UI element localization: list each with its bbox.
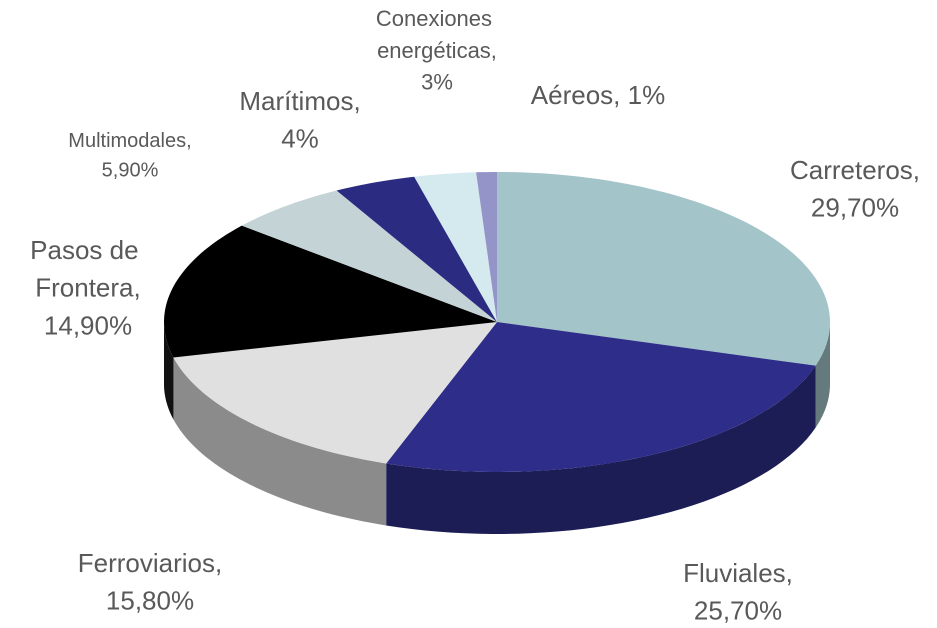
pie-slice [497, 172, 830, 366]
pie-slice [241, 190, 497, 322]
value-label: 29,70% [811, 193, 899, 223]
category-line: Carreteros, [790, 155, 920, 185]
category-label: Carreteros, [790, 155, 920, 185]
value-label: 4% [281, 124, 319, 154]
category-label: Pasos de Frontera, [30, 235, 146, 303]
pie-slice-side [386, 365, 816, 534]
pie-slice [336, 176, 497, 322]
data-label: Aéreos, 1% [531, 80, 665, 110]
pie-slice [414, 172, 497, 322]
category-label: Marítimos, [239, 86, 360, 116]
category-line: Marítimos, [239, 86, 360, 116]
pie-slice [476, 172, 497, 322]
value-label: 1% [628, 80, 666, 110]
category-label: Conexiones energéticas, [376, 6, 498, 63]
category-label: Ferroviarios, [78, 548, 222, 578]
value-label: 14,90% [44, 310, 132, 340]
pie-slice [173, 322, 497, 464]
category-line: Fluviales, [683, 558, 793, 588]
value-label: 3% [421, 70, 453, 95]
category-line: Ferroviarios, [78, 548, 222, 578]
pie-slice-side [815, 322, 830, 428]
category-label: Fluviales, [683, 558, 793, 588]
pie-slice-side [164, 322, 174, 420]
pie-slice-side [173, 357, 387, 526]
category-line: Pasos de [30, 235, 146, 265]
category-line: energéticas, [377, 38, 497, 63]
value-label: 5,90% [102, 159, 159, 181]
category-label: Multimodales, [68, 130, 191, 152]
value-label: 15,80% [106, 586, 194, 616]
pie-slice [164, 225, 497, 358]
value-label: 25,70% [694, 596, 782, 626]
category-label: Aéreos, [531, 80, 621, 110]
category-line: Multimodales, [68, 130, 191, 152]
pie-slice [386, 322, 816, 472]
category-line: Conexiones [376, 6, 498, 31]
category-line: Frontera, [35, 273, 141, 303]
